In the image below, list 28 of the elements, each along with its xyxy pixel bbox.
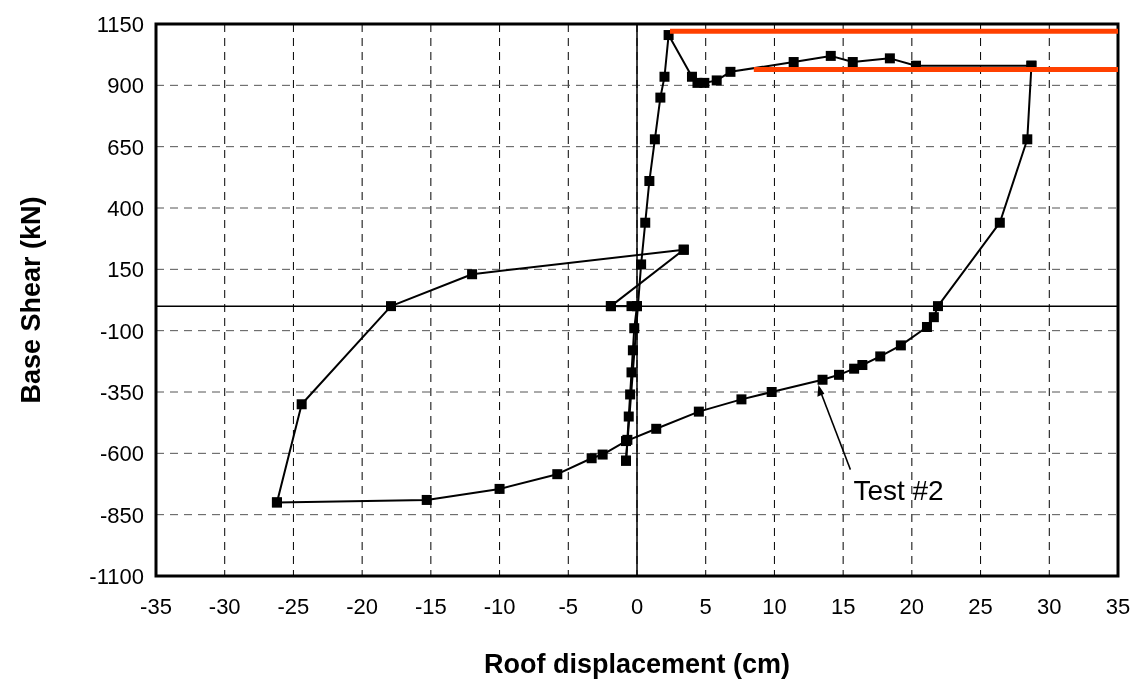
x-tick-label: -35	[140, 594, 172, 619]
x-tick-label: 25	[968, 594, 993, 619]
x-tick-label: -20	[346, 594, 379, 619]
annotation: Test #2	[853, 474, 944, 506]
x-tick-label: 0	[630, 594, 644, 619]
y-tick-label: -600	[99, 441, 144, 467]
x-tick-label: -10	[483, 594, 516, 619]
x-tick-label: -15	[414, 594, 447, 619]
x-tick-label: 20	[899, 594, 925, 619]
x-tick-label: 10	[762, 594, 787, 619]
y-tick-label: -1100	[89, 564, 144, 589]
x-tick-label: -30	[208, 594, 241, 619]
x-axis-title: Roof displacement (cm)	[483, 649, 791, 679]
x-tick-label: 35	[1105, 594, 1131, 619]
y-tick-label: -350	[99, 380, 144, 405]
y-tick-label: 150	[107, 257, 144, 283]
x-tick-label: 15	[830, 594, 856, 619]
x-tick-label: 30	[1037, 594, 1062, 619]
y-tick-label: 900	[107, 73, 144, 99]
y-tick-label: -850	[99, 502, 144, 528]
y-tick-label: 400	[107, 196, 144, 221]
y-tick-label: 650	[107, 134, 144, 160]
y-tick-label: -100	[99, 318, 144, 344]
y-tick-label: 1150	[96, 12, 144, 37]
x-tick-label: -25	[277, 594, 310, 619]
y-axis-title: Base Shear (kN)	[16, 196, 46, 404]
x-tick-label: -5	[558, 594, 579, 619]
x-tick-label: 5	[699, 594, 712, 619]
